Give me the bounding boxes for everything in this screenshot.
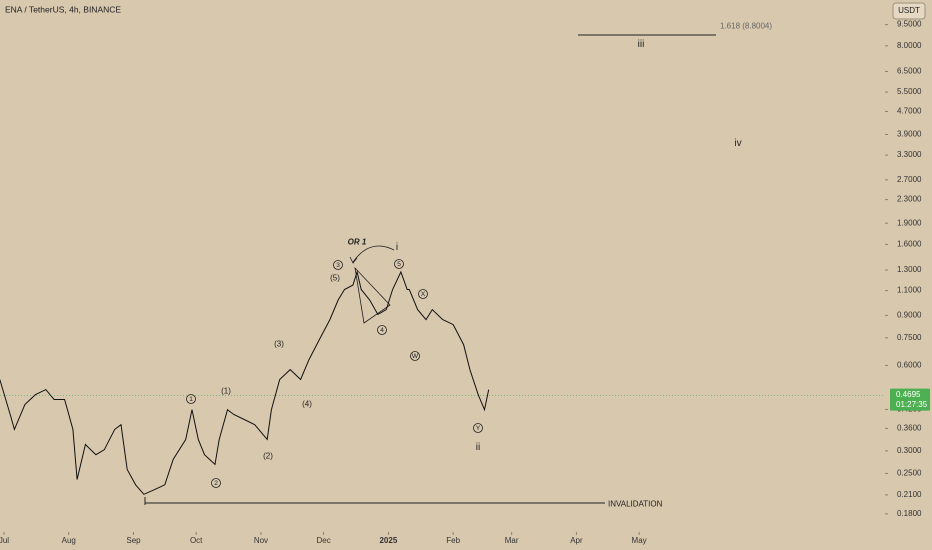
y-tick-label: 3.3000 [897, 150, 922, 159]
annotation: 1.618 (8.8004) [720, 22, 772, 31]
y-tick-label: 0.3600 [897, 424, 922, 433]
currency-box[interactable] [892, 2, 926, 20]
countdown: 01:27:35 [896, 400, 928, 409]
y-tick-label: 0.3000 [897, 446, 922, 455]
y-tick-label: 5.5000 [897, 87, 922, 96]
annotation: 2 [214, 480, 218, 487]
annotation: i [396, 242, 398, 253]
y-tick-label: 4.7000 [897, 107, 922, 116]
y-tick-label: 2.3000 [897, 195, 922, 204]
y-tick-label: 3.9000 [897, 130, 922, 139]
annotation: 1 [189, 396, 193, 403]
x-tick-label: Aug [62, 536, 76, 545]
wave-circle [394, 259, 404, 269]
x-tick-label: Mar [505, 536, 519, 545]
x-tick-label: Oct [190, 536, 203, 545]
y-tick-label: 0.2500 [897, 469, 922, 478]
price-line [0, 270, 490, 495]
annotation: 3 [336, 262, 340, 269]
chart-title: ENA / TetherUS, 4h, BINANCE [5, 4, 121, 14]
y-tick-label: 0.9000 [897, 310, 922, 319]
annotation: iv [734, 138, 741, 149]
wave-circle [473, 423, 483, 433]
y-tick-label: 0.6000 [897, 360, 922, 369]
wave-circle [211, 478, 221, 488]
y-tick-label: 1.3000 [897, 265, 922, 274]
y-tick-label: 2.7000 [897, 175, 922, 184]
x-tick-label: Feb [446, 536, 460, 545]
triangle-pattern [354, 266, 391, 324]
annotation: OR 1 [348, 238, 367, 247]
annotation: 4 [380, 327, 384, 334]
y-tick-label: 8.0000 [897, 41, 922, 50]
x-tick-label: Dec [317, 536, 331, 545]
annotation: ii [476, 442, 480, 453]
annotation: W [412, 353, 419, 360]
wave-circle [333, 260, 343, 270]
last-price-label: 0.4695 [896, 390, 921, 399]
y-tick-label: 0.2100 [897, 490, 922, 499]
last-price-box [890, 388, 930, 411]
wave-circle [410, 351, 420, 361]
y-tick-label: 6.5000 [897, 67, 922, 76]
x-tick-label: Jul [0, 536, 9, 545]
y-tick-label: 1.1000 [897, 286, 922, 295]
curved-arrow [352, 245, 395, 263]
annotation: X [421, 291, 426, 298]
annotation: (5) [330, 274, 340, 283]
annotation: Y [476, 425, 481, 432]
currency[interactable]: USDT [898, 6, 920, 15]
y-tick-label: 9.5000 [897, 20, 922, 29]
annotation: INVALIDATION [608, 500, 663, 509]
x-tick-label: Sep [126, 536, 141, 545]
annotation: (1) [221, 387, 231, 396]
annotation: iii [638, 39, 645, 50]
wave-circle [418, 289, 428, 299]
x-tick-label: 2025 [379, 536, 397, 545]
y-tick-label: 1.6000 [897, 239, 922, 248]
x-tick-label: Nov [254, 536, 268, 545]
wave-circle [377, 325, 387, 335]
y-tick-label: 0.7500 [897, 333, 922, 342]
wave-circle [186, 394, 196, 404]
y-tick-label: 1.9000 [897, 218, 922, 227]
annotation: (4) [302, 400, 312, 409]
annotation: 5 [397, 261, 401, 268]
annotation: (2) [263, 452, 273, 461]
annotation: (3) [274, 340, 284, 349]
x-tick-label: Apr [570, 536, 583, 545]
y-tick-label: 0.1800 [897, 509, 922, 518]
arrow-head [349, 256, 358, 264]
x-tick-label: May [632, 536, 647, 545]
